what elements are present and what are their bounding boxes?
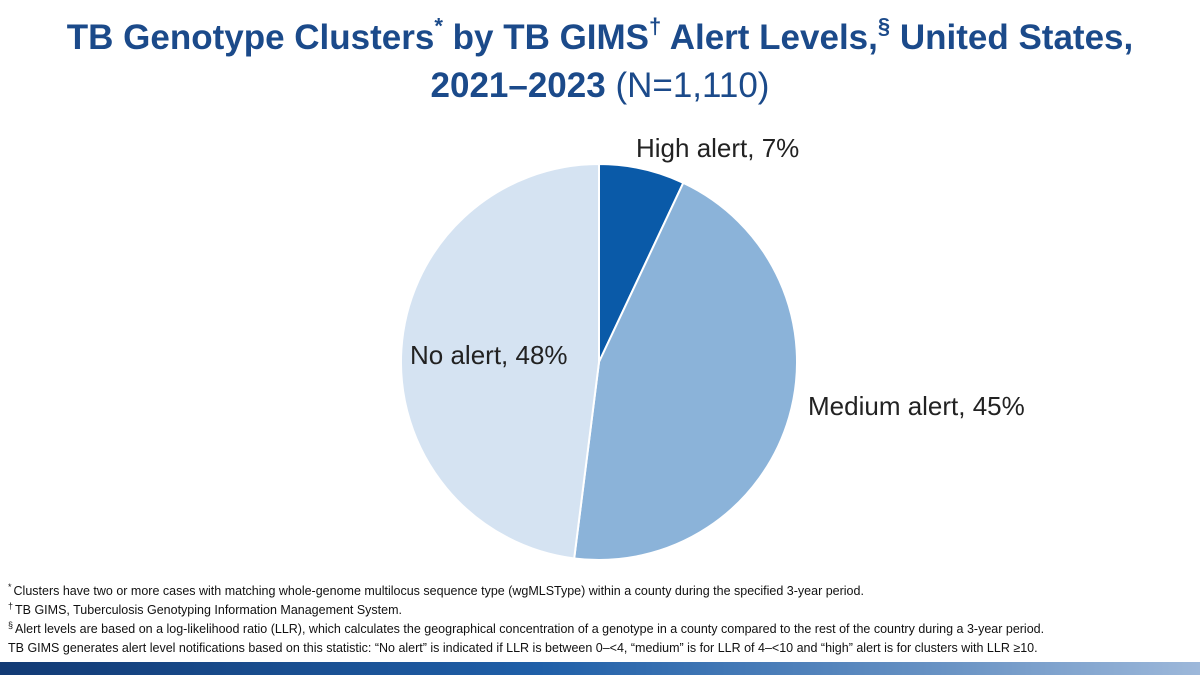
label-no-alert: No alert, 48%: [410, 340, 568, 370]
title-line-2: 2021–2023 (N=1,110): [0, 62, 1200, 110]
slice-no-alert: [400, 162, 600, 560]
title-text-d: United States,: [890, 18, 1134, 57]
footnote-1-text: Clusters have two or more cases with mat…: [13, 584, 864, 598]
footnote-1: * Clusters have two or more cases with ma…: [8, 582, 1192, 601]
slice-medium-alert: [573, 181, 798, 561]
footnote-4-text: TB GIMS generates alert level notificati…: [8, 641, 1038, 655]
title-years: 2021–2023: [430, 66, 606, 105]
footnote-1-mark: *: [8, 581, 12, 592]
title-text-c: Alert Levels,: [661, 18, 878, 57]
label-medium-alert: Medium alert, 45%: [808, 391, 1025, 421]
footnote-2: † TB GIMS, Tuberculosis Genotyping Inform…: [8, 601, 1192, 620]
footnote-2-mark: †: [8, 600, 14, 611]
chart-title: TB Genotype Clusters* by TB GIMS† Alert …: [0, 14, 1200, 110]
footnote-3-text: Alert levels are based on a log-likeliho…: [15, 622, 1045, 636]
label-high-alert: High alert, 7%: [636, 133, 800, 163]
bottom-accent-bar: [0, 662, 1200, 675]
title-line-1: TB Genotype Clusters* by TB GIMS† Alert …: [0, 14, 1200, 62]
footnote-4: TB GIMS generates alert level notificati…: [8, 639, 1192, 658]
title-text-b: by TB GIMS: [442, 18, 650, 57]
footnotes: * Clusters have two or more cases with ma…: [8, 582, 1192, 658]
footnote-3-mark: §: [8, 619, 14, 630]
title-sample-size: (N=1,110): [615, 66, 770, 105]
title-footnote-mark-1: *: [434, 13, 443, 39]
title-footnote-mark-3: §: [877, 13, 891, 39]
title-text-a: TB Genotype Clusters: [66, 18, 435, 57]
footnote-3: § Alert levels are based on a log-likelih…: [8, 620, 1192, 639]
title-footnote-mark-2: †: [649, 13, 662, 39]
footnote-2-text: TB GIMS, Tuberculosis Genotyping Informa…: [15, 603, 402, 617]
